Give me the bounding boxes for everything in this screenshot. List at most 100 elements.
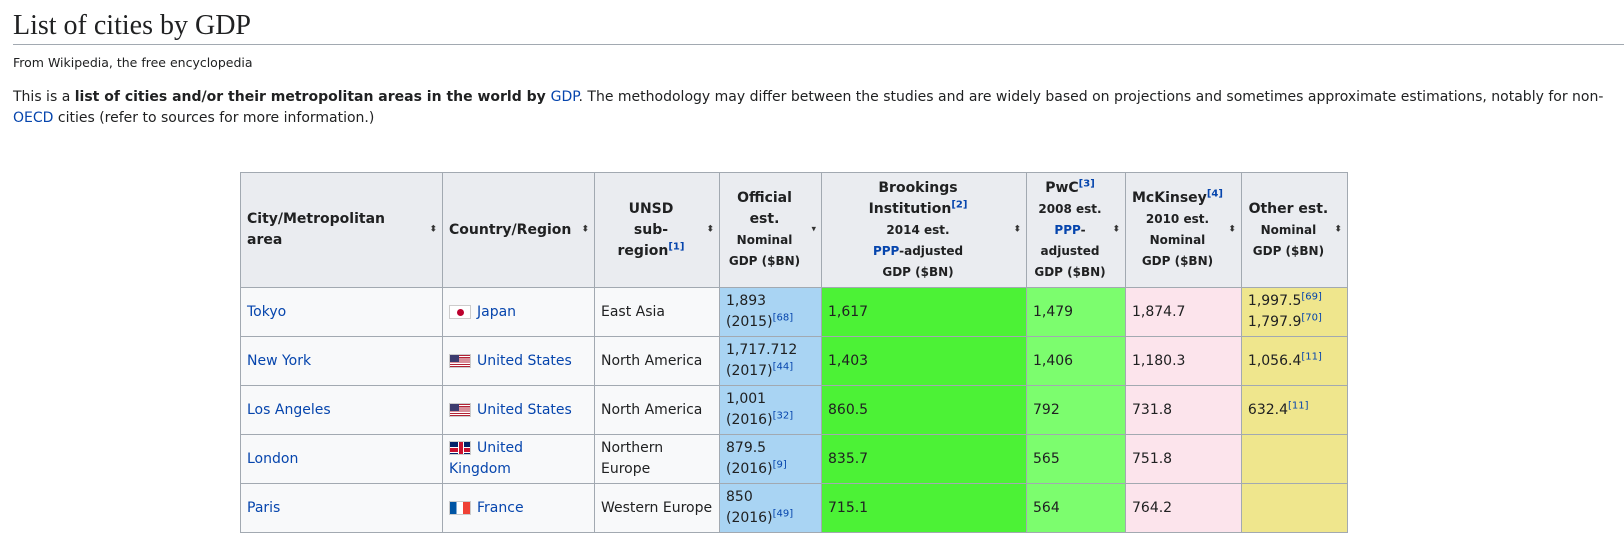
cell-city[interactable]: Los Angeles [240,385,443,435]
table-row: Paris France Western Europe 850 (2016)[49] 71… [240,483,1348,533]
table-row: Tokyo Japan East Asia 1,893 (2015)[68] 1,617 1… [240,287,1348,337]
cell-pwc: 564 [1026,483,1126,533]
oecd-link[interactable]: OECD [13,110,54,126]
sort-icon[interactable]: ⬍ [1334,224,1342,235]
intro-bold: list of cities and/or their metropolitan… [74,89,551,105]
cell-pwc: 792 [1026,385,1126,435]
cell-other: 632.4[11] [1240,385,1348,435]
us-flag-icon [449,353,471,368]
cell-country[interactable]: United Kingdom [442,434,595,484]
header-label: Official est. Nominal GDP ($BN) [728,190,801,268]
tagline: From Wikipedia, the free encyclopedia [13,55,253,70]
cell-mckinsey: 1,874.7 [1125,287,1242,337]
cell-other [1240,483,1348,533]
cell-mckinsey: 751.8 [1125,434,1242,484]
ref-link[interactable]: [1] [668,240,685,252]
sort-icon[interactable]: ⬍ [429,224,437,235]
header-unsd[interactable]: UNSD sub-region[1] ⬍ [594,172,720,288]
gdp-link[interactable]: GDP [550,89,579,105]
cell-city[interactable]: London [240,434,443,484]
uk-flag-icon [449,441,471,455]
table-row: London United Kingdom Northern Europe 879.5… [240,434,1348,484]
ref-link[interactable]: [3] [1078,177,1095,189]
cell-mckinsey: 1,180.3 [1125,336,1242,386]
ref-link[interactable]: [11] [1301,350,1322,362]
ref-link[interactable]: [69] [1301,291,1322,303]
cell-mckinsey: 731.8 [1125,385,1242,435]
city-link[interactable]: Los Angeles [247,401,331,418]
gdp-table: City/Metropolitan area ⬍ Country/Region ⬍ … [240,172,1348,533]
cell-city[interactable]: Tokyo [240,287,443,337]
cell-country[interactable]: France [442,483,595,533]
ref-link[interactable]: [2] [951,198,968,210]
ref-link[interactable]: [68] [772,312,794,324]
header-mckinsey[interactable]: McKinsey[4] 2010 est. Nominal GDP ($BN) ⬍ [1125,172,1242,288]
sort-icon[interactable]: ⬍ [581,224,589,235]
cell-other [1240,434,1348,484]
header-label: PwC[3] 2008 est. PPP-adjusted GDP ($BN) [1034,177,1106,279]
city-link[interactable]: London [247,450,299,467]
cell-city[interactable]: New York [240,336,443,386]
header-label: McKinsey[4] 2010 est. Nominal GDP ($BN) [1132,188,1223,268]
country-link[interactable]: United Kingdom [449,440,523,477]
cell-region: North America [594,336,720,386]
header-pwc[interactable]: PwC[3] 2008 est. PPP-adjusted GDP ($BN) ⬍ [1026,172,1126,288]
ref-link[interactable]: [49] [772,508,794,520]
ppp-link[interactable]: PPP [1054,222,1081,237]
header-label: Brookings Institution[2] 2014 est. PPP-adj… [868,179,968,279]
cell-pwc: 565 [1026,434,1126,484]
city-link[interactable]: New York [247,352,312,369]
country-link[interactable]: United States [477,352,572,369]
country-link[interactable]: France [477,499,524,516]
jp-flag-icon [449,304,471,319]
ref-link[interactable]: [11] [1288,399,1309,411]
header-label: UNSD sub-region[1] [617,200,685,259]
cell-official: 1,001 (2016)[32] [719,385,822,435]
header-label: City/Metropolitan area [247,211,385,248]
ppp-link[interactable]: PPP [872,243,900,258]
country-link[interactable]: Japan [477,303,517,320]
sort-icon[interactable]: ⬍ [1112,224,1120,235]
cell-brookings: 860.5 [821,385,1027,435]
cell-city[interactable]: Paris [240,483,443,533]
sort-desc-icon[interactable]: ▾ [811,224,816,235]
city-link[interactable]: Paris [247,499,281,516]
cell-country[interactable]: Japan [442,287,595,337]
ref-link[interactable]: [44] [772,361,794,373]
cell-pwc: 1,479 [1026,287,1126,337]
table-row: New York United States North America 1,717.… [240,336,1348,386]
sort-icon[interactable]: ⬍ [1228,224,1236,235]
city-link[interactable]: Tokyo [247,303,287,320]
cell-country[interactable]: United States [442,385,595,435]
cell-mckinsey: 764.2 [1125,483,1242,533]
intro-paragraph: This is a list of cities and/or their me… [13,87,1603,129]
intro-text: . The methodology may differ between the… [578,89,1604,105]
cell-region: Northern Europe [594,434,720,484]
header-country[interactable]: Country/Region ⬍ [442,172,595,288]
country-link[interactable]: United States [477,401,572,418]
us-flag-icon [449,402,471,417]
cell-country[interactable]: United States [442,336,595,386]
cell-region: East Asia [594,287,720,337]
intro-text: This is a [13,89,75,105]
ref-link[interactable]: [32] [772,410,794,422]
cell-pwc: 1,406 [1026,336,1126,386]
header-other[interactable]: Other est. Nominal GDP ($BN) ⬍ [1240,172,1348,288]
cell-official: 1,717.712 (2017)[44] [719,336,822,386]
cell-brookings: 1,617 [821,287,1027,337]
cell-region: Western Europe [594,483,720,533]
ref-link[interactable]: [9] [772,459,787,471]
table-row: Los Angeles United States North America 1,0… [240,385,1348,435]
header-official[interactable]: Official est. Nominal GDP ($BN) ▾ [719,172,822,288]
sort-icon[interactable]: ⬍ [1013,224,1021,235]
ref-link[interactable]: [70] [1301,312,1322,324]
sort-icon[interactable]: ⬍ [706,224,714,235]
cell-region: North America [594,385,720,435]
header-brookings[interactable]: Brookings Institution[2] 2014 est. PPP-adj… [821,172,1027,288]
cell-official: 1,893 (2015)[68] [719,287,822,337]
header-city[interactable]: City/Metropolitan area ⬍ [240,172,443,288]
intro-text: cities (refer to sources for more inform… [53,110,375,126]
ref-link[interactable]: [4] [1206,188,1223,200]
header-label: Country/Region [449,221,572,238]
cell-official: 879.5 (2016)[9] [719,434,822,484]
